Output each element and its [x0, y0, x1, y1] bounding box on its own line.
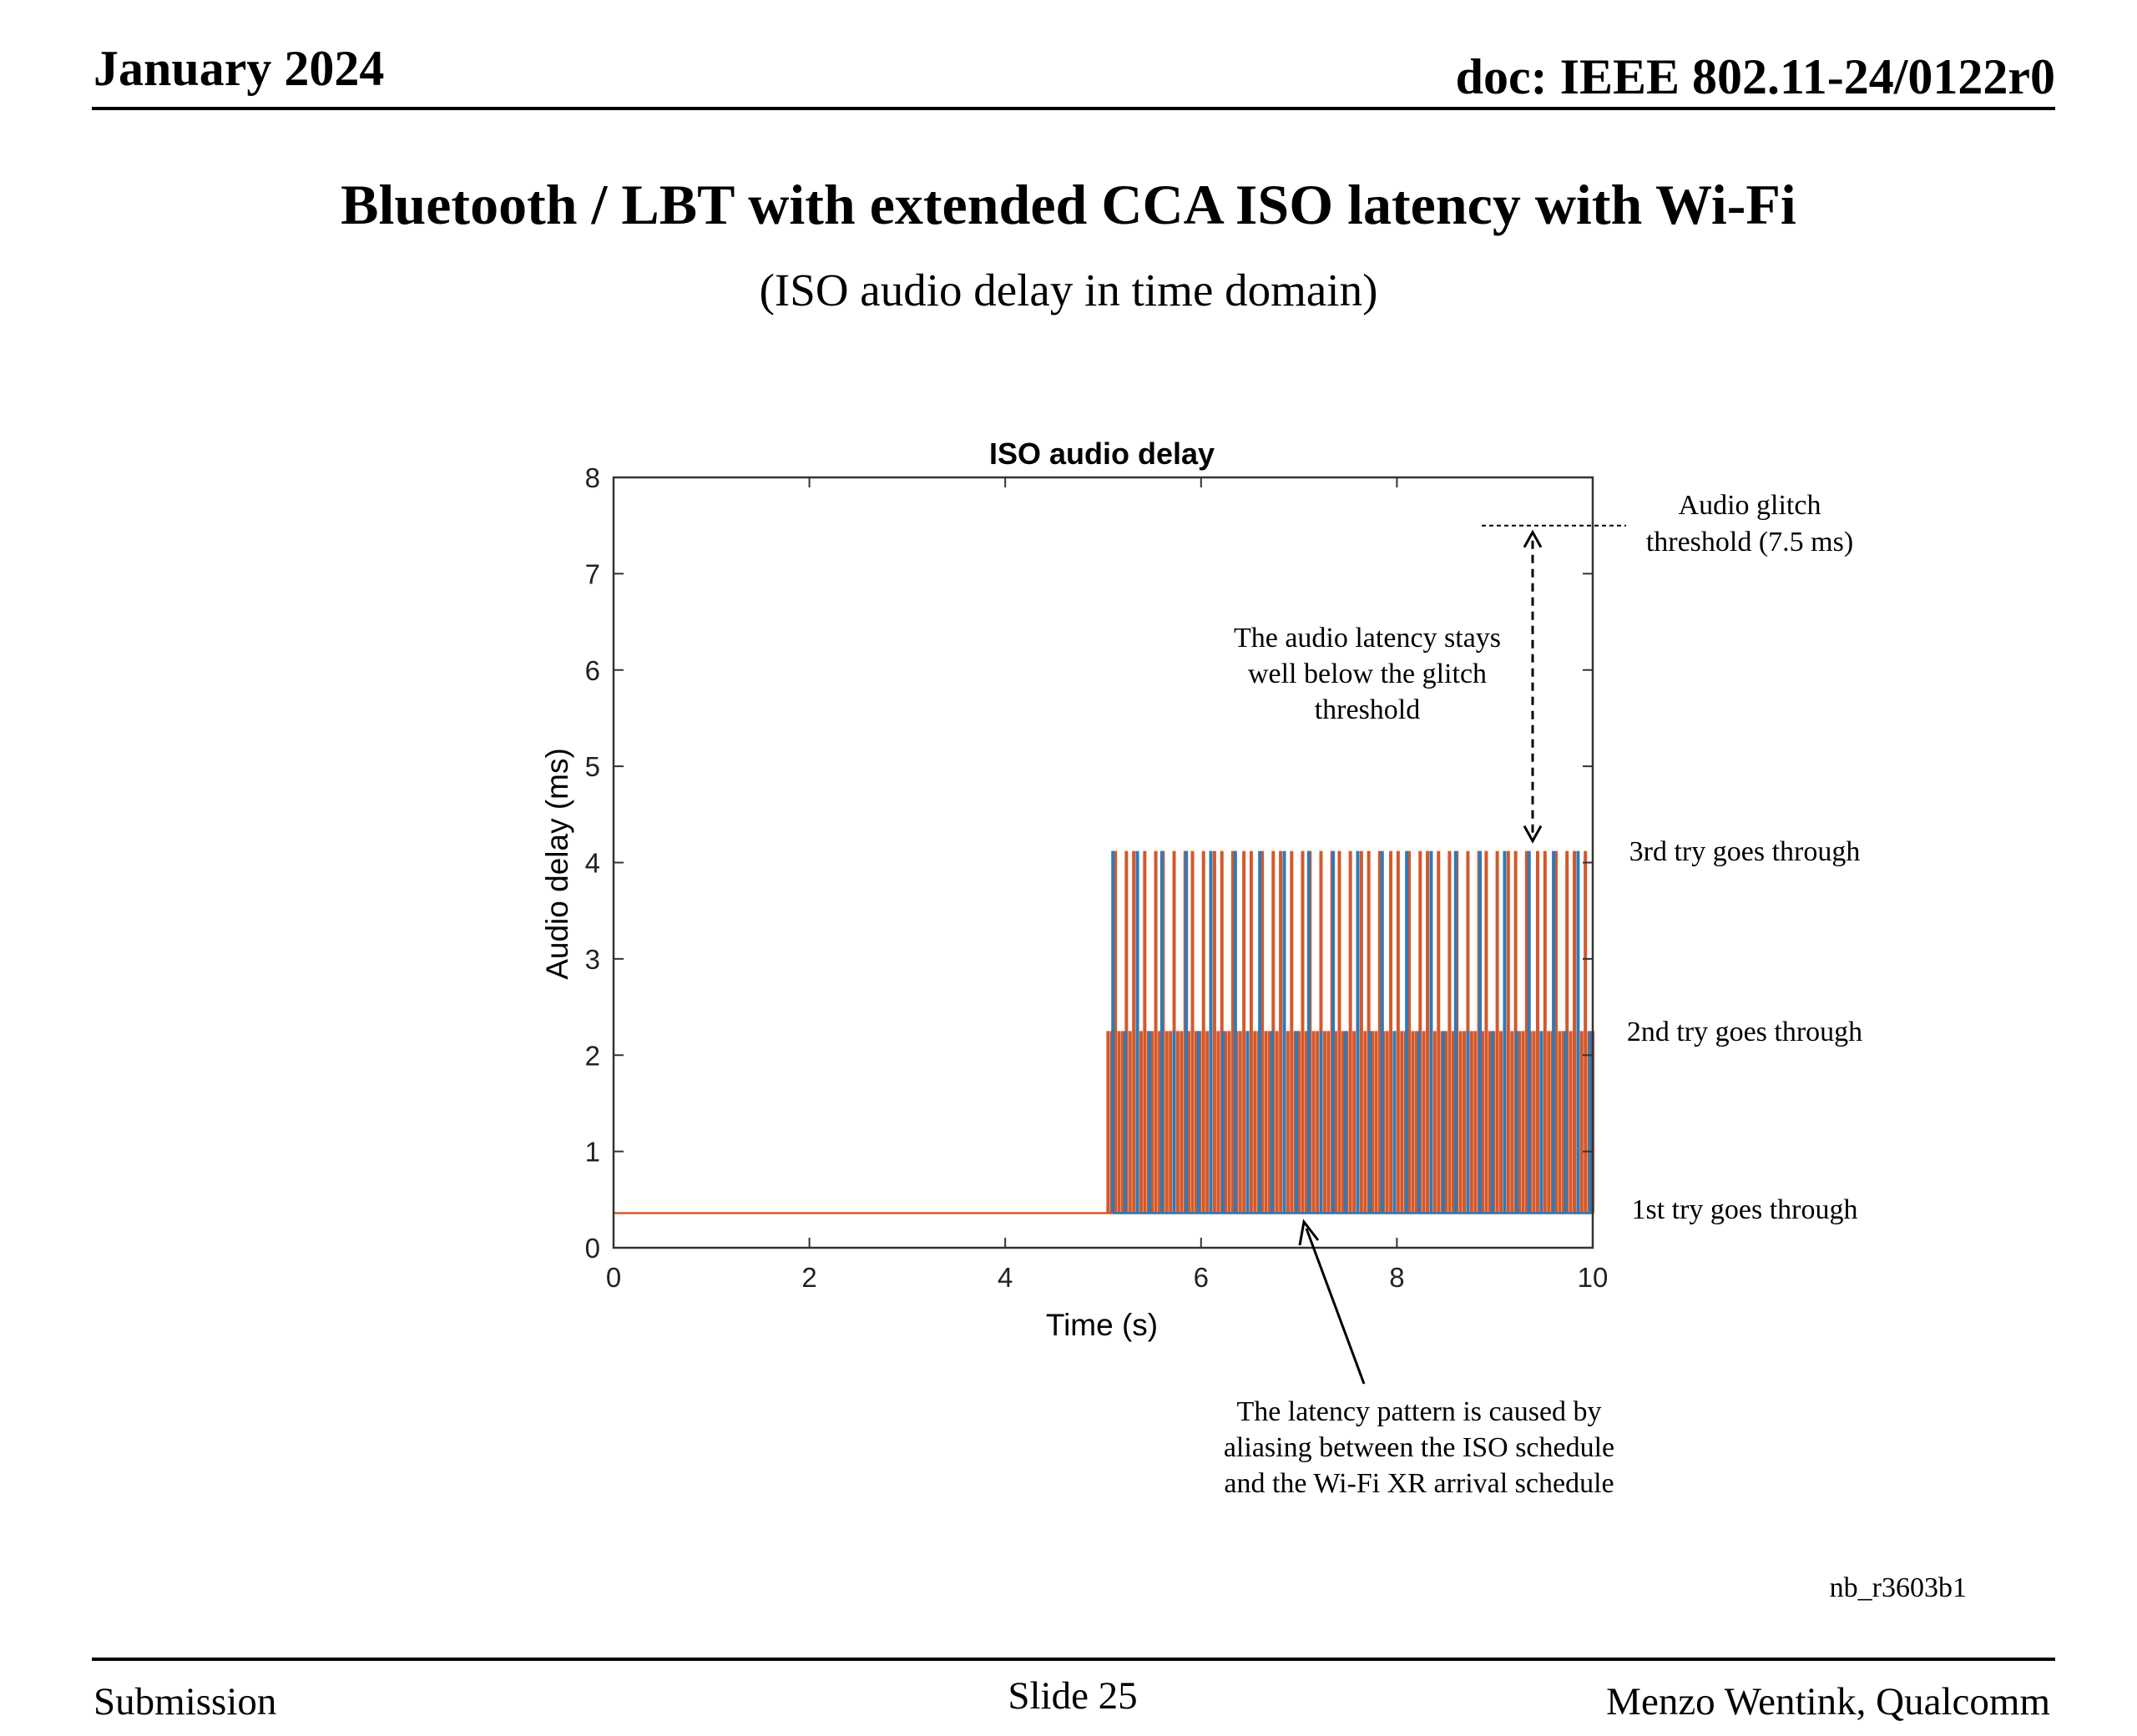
slide-title: Bluetooth / LBT with extended CCA ISO la… — [341, 173, 1796, 236]
y-tick-label: 5 — [585, 751, 600, 782]
threshold-label: threshold (7.5 ms) — [1646, 527, 1853, 558]
slide-subtitle: (ISO audio delay in time domain) — [759, 265, 1378, 315]
spikes-layer — [614, 850, 1594, 1214]
y-tick-label: 1 — [585, 1137, 600, 1168]
threshold-label: Audio glitch — [1679, 490, 1821, 521]
latency-stays-below-note: well below the glitch — [1248, 659, 1487, 689]
axes-layer: 0 2 4 6 8 10 0 1 2 3 4 5 6 7 8 — [585, 462, 1609, 1293]
third-try-label: 3rd try goes through — [1629, 836, 1861, 867]
footer-submission: Submission — [93, 1680, 277, 1723]
y-axis-label: Audio delay (ms) — [540, 748, 574, 980]
annotations-layer: Audio glitch threshold (7.5 ms) The audio … — [1224, 490, 1862, 1499]
x-tick-label: 2 — [801, 1262, 816, 1293]
pattern-arrow — [1305, 1228, 1366, 1385]
arrow-head-down — [1523, 825, 1543, 844]
header-rule — [92, 107, 2055, 110]
footer-author: Menzo Wentink, Qualcomm — [1606, 1680, 2050, 1723]
latency-pattern-note: aliasing between the ISO schedule — [1224, 1432, 1614, 1463]
latency-stays-below-note: The audio latency stays — [1234, 623, 1501, 654]
pattern-arrow-head — [1298, 1219, 1320, 1246]
header-doc-id: doc: IEEE 802.11-24/0122r0 — [1455, 49, 2055, 104]
x-tick-label: 10 — [1578, 1262, 1609, 1293]
chart-title: ISO audio delay — [989, 437, 1215, 471]
y-tick-label: 6 — [585, 655, 600, 686]
latency-pattern-note: The latency pattern is caused by — [1236, 1396, 1601, 1427]
header-date: January 2024 — [93, 41, 385, 96]
figure-id: nb_r3603b1 — [1829, 1572, 1967, 1603]
y-tick-label: 3 — [585, 944, 600, 975]
first-try-label: 1st try goes through — [1631, 1194, 1857, 1225]
y-tick-label: 8 — [585, 462, 600, 493]
arrow-head-up — [1523, 529, 1543, 548]
second-try-label: 2nd try goes through — [1627, 1017, 1862, 1047]
y-tick-label: 2 — [585, 1040, 600, 1071]
y-tick-label: 4 — [585, 848, 600, 879]
x-axis-label: Time (s) — [1046, 1308, 1158, 1342]
footer-rule — [92, 1658, 2055, 1661]
x-tick-label: 8 — [1389, 1262, 1404, 1293]
latency-pattern-note: and the Wi-Fi XR arrival schedule — [1224, 1468, 1614, 1499]
y-tick-label: 7 — [585, 558, 600, 589]
footer-slide-number: Slide 25 — [1008, 1674, 1138, 1718]
x-tick-label: 0 — [606, 1262, 621, 1293]
x-tick-label: 4 — [998, 1262, 1013, 1293]
x-tick-label: 6 — [1194, 1262, 1209, 1293]
latency-stays-below-note: threshold — [1315, 694, 1421, 725]
y-tick-label: 0 — [585, 1233, 600, 1264]
